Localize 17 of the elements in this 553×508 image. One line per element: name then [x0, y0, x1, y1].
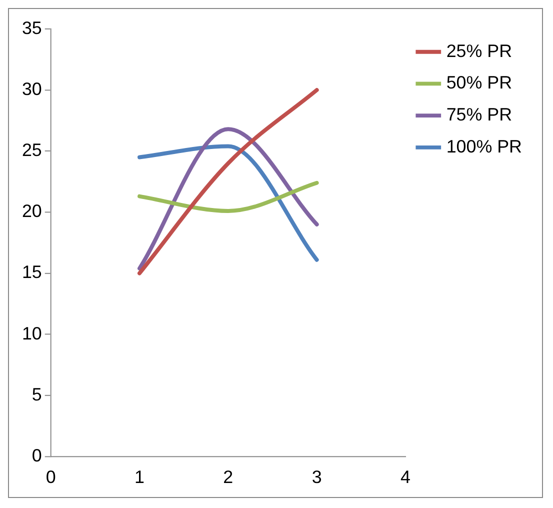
- y-tick-label: 35: [22, 18, 42, 38]
- y-tick-label: 25: [22, 140, 42, 160]
- y-tick-label: 30: [22, 78, 42, 99]
- x-tick-label: 0: [46, 467, 56, 488]
- legend-label: 50% PR: [446, 72, 512, 93]
- x-tick-label: 2: [223, 467, 234, 488]
- y-tick-label: 5: [32, 384, 42, 404]
- x-tick-label: 4: [400, 467, 410, 488]
- legend-label: 25% PR: [446, 40, 512, 61]
- y-tick-label: 20: [22, 201, 42, 222]
- x-tick-label: 1: [134, 467, 145, 488]
- x-tick-label: 3: [312, 467, 322, 488]
- y-tick-label: 10: [22, 323, 42, 344]
- legend-label: 75% PR: [446, 104, 512, 125]
- legend-label: 100% PR: [446, 136, 522, 156]
- y-tick-label: 15: [22, 262, 42, 282]
- y-tick-label: 0: [32, 446, 42, 466]
